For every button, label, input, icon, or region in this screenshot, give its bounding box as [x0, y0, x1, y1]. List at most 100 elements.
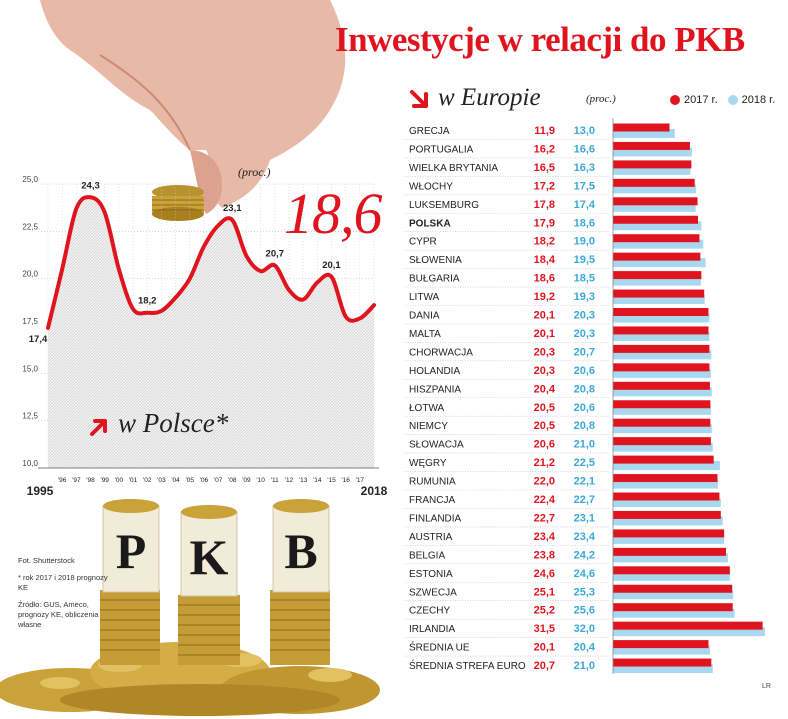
x-tick-label: '97 — [72, 477, 81, 484]
bar-2017 — [613, 566, 730, 575]
x-tick-label: '15 — [327, 477, 336, 484]
x-tick-label: '14 — [313, 477, 322, 484]
value-2018-label: 24,2 — [574, 549, 595, 561]
value-2018-label: 20,6 — [574, 402, 595, 414]
country-label: LITWA — [409, 292, 440, 303]
value-2017-label: 20,5 — [534, 420, 555, 432]
bar-2017 — [613, 529, 725, 538]
value-2018-label: 22,1 — [574, 476, 595, 488]
poland-unit-label: (proc.) — [238, 165, 271, 179]
y-tick-label: 17,5 — [22, 317, 38, 326]
value-2018-label: 22,7 — [574, 494, 595, 506]
country-label: SZWECJA — [409, 587, 457, 598]
value-2017-label: 20,1 — [534, 642, 555, 654]
value-2017-label: 22,4 — [534, 494, 556, 506]
y-tick-label: 25,0 — [22, 175, 38, 184]
value-2017-label: 20,7 — [534, 660, 555, 672]
value-2017-label: 21,2 — [534, 457, 555, 469]
bar-2017 — [613, 344, 710, 353]
country-label: WIELKA BRYTANIA — [409, 163, 498, 174]
bar-2018 — [613, 313, 710, 323]
x-tick-label: '05 — [185, 477, 194, 484]
country-label: ŚREDNIA UE — [409, 641, 470, 654]
value-2018-label: 32,0 — [574, 623, 595, 635]
bar-2017 — [613, 603, 733, 612]
y-tick-label: 10,0 — [22, 459, 38, 468]
bar-2017 — [613, 123, 670, 132]
forecast-footnote: * rok 2017 i 2018 prognozy KE — [18, 573, 108, 592]
chart-legend: 2017 r. 2018 r. — [670, 94, 775, 106]
europe-chart-title: w Europie — [438, 84, 541, 111]
value-2018-label: 23,1 — [574, 512, 595, 524]
value-2017-label: 22,7 — [534, 512, 555, 524]
value-2018-label: 20,3 — [574, 328, 595, 340]
country-label: PORTUGALIA — [409, 144, 474, 155]
value-2017-label: 20,3 — [534, 346, 555, 358]
x-tick-label: '11 — [271, 477, 279, 484]
value-2017-label: 18,6 — [534, 273, 555, 285]
value-2018-label: 23,4 — [574, 531, 596, 543]
x-tick-label: '04 — [171, 477, 180, 484]
bar-2017 — [613, 492, 720, 501]
x-tick-label: '12 — [285, 477, 294, 484]
value-2018-label: 19,5 — [574, 254, 595, 266]
x-tick-label: '10 — [256, 477, 265, 484]
x-tick-label: '98 — [86, 477, 95, 484]
poland-highlight-value: 18,6 — [284, 181, 382, 246]
page-title: Inwestycje w relacji do PKB — [335, 20, 745, 59]
bar-2018 — [613, 331, 710, 341]
bar-2018 — [613, 387, 712, 397]
bar-2017 — [613, 363, 710, 372]
country-label: CHORWACJA — [409, 347, 473, 358]
bar-2018 — [613, 295, 705, 305]
arrow-up-right-icon — [90, 419, 107, 436]
bar-2018 — [613, 442, 713, 452]
value-2018-label: 24,6 — [574, 568, 595, 580]
country-label: CYPR — [409, 237, 437, 248]
country-label: AUSTRIA — [409, 532, 453, 543]
value-2018-label: 25,3 — [574, 586, 595, 598]
value-2017-label: 18,4 — [534, 254, 556, 266]
block-letter-p: P — [116, 523, 147, 579]
value-2018-label: 18,6 — [574, 217, 595, 229]
value-2018-label: 16,3 — [574, 162, 595, 174]
value-2018-label: 20,6 — [574, 365, 595, 377]
value-2018-label: 20,3 — [574, 310, 595, 322]
footnotes: Fot. Shutterstock * rok 2017 i 2018 prog… — [18, 556, 108, 637]
bar-2018 — [613, 571, 730, 581]
country-label: DANIA — [409, 311, 440, 322]
value-2018-label: 20,7 — [574, 346, 595, 358]
bar-2018 — [613, 424, 712, 434]
bar-2018 — [613, 516, 723, 526]
value-2017-label: 22,0 — [534, 476, 555, 488]
value-2017-label: 16,5 — [534, 162, 555, 174]
bar-2018 — [613, 461, 720, 471]
value-2018-label: 17,5 — [574, 180, 595, 192]
value-2017-label: 18,2 — [534, 236, 555, 248]
x-tick-label: '13 — [299, 477, 308, 484]
legend-swatch-2018 — [727, 95, 738, 105]
country-label: BUŁGARIA — [409, 274, 460, 285]
country-label: MALTA — [409, 329, 441, 340]
bar-2017 — [613, 455, 714, 464]
country-label: SŁOWACJA — [409, 440, 464, 451]
area-fill — [48, 197, 374, 468]
value-2018-label: 16,6 — [574, 143, 595, 155]
value-2017-label: 20,4 — [534, 383, 556, 395]
bar-2017 — [613, 400, 711, 409]
bar-2018 — [613, 590, 734, 600]
bar-2018 — [613, 627, 765, 637]
x-tick-label: 1995 — [27, 484, 54, 498]
bar-2018 — [613, 276, 701, 286]
country-label: HOLANDIA — [409, 366, 460, 377]
value-2017-label: 11,9 — [534, 125, 555, 137]
bar-2017 — [613, 510, 721, 519]
x-tick-label: '03 — [157, 477, 166, 484]
value-2017-label: 23,8 — [534, 549, 555, 561]
bar-2017 — [613, 178, 695, 187]
x-tick-label: '99 — [100, 477, 109, 484]
bar-2017 — [613, 252, 701, 261]
bar-2017 — [613, 289, 705, 298]
y-tick-label: 20,0 — [22, 270, 38, 279]
x-tick-label: '00 — [115, 477, 124, 484]
